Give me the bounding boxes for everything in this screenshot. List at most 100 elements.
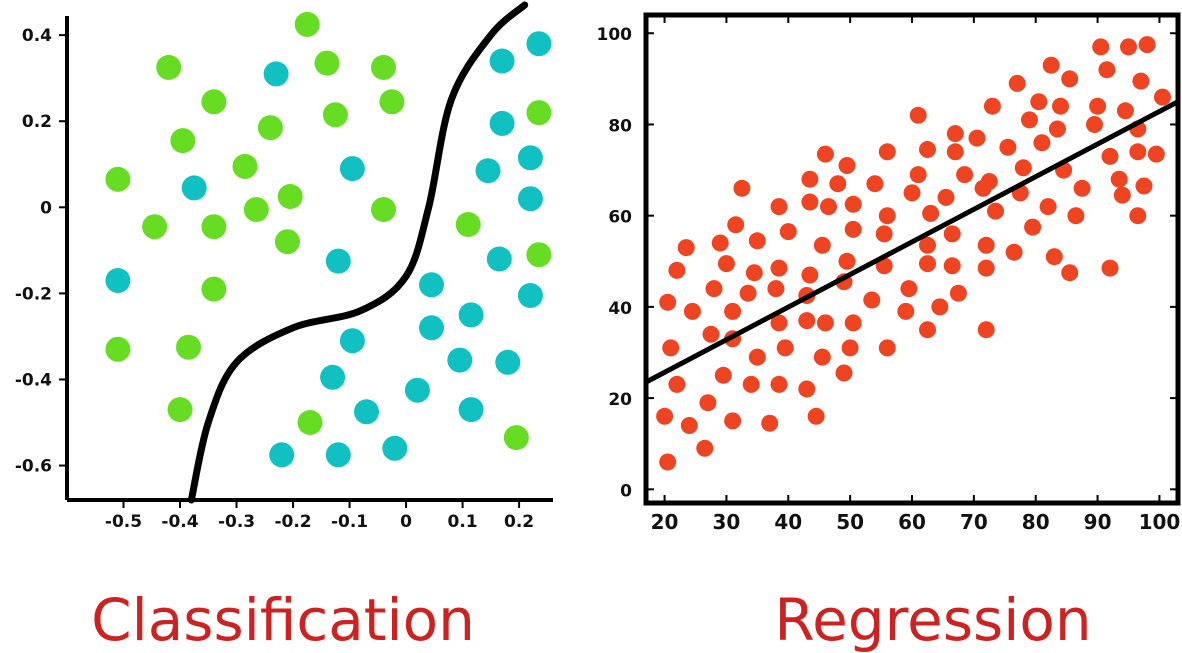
data-point — [878, 339, 896, 357]
data-point — [1061, 264, 1079, 282]
class-a-point — [277, 184, 303, 209]
data-point — [813, 236, 831, 254]
data-point — [968, 129, 986, 147]
data-point — [1086, 116, 1103, 133]
data-point — [696, 439, 714, 457]
data-point — [733, 179, 751, 197]
x-tick-label: 20 — [651, 510, 679, 534]
data-point — [668, 261, 686, 279]
data-point — [983, 97, 1001, 115]
class-b-point — [325, 248, 351, 274]
data-point — [919, 321, 936, 339]
data-point — [711, 234, 729, 252]
classification-points — [105, 11, 552, 468]
data-point — [878, 207, 896, 225]
data-point — [841, 339, 859, 357]
data-point — [745, 264, 763, 282]
data-point — [779, 223, 797, 241]
data-point — [1101, 259, 1119, 277]
data-point — [829, 175, 847, 193]
y-axis-ticks: 0.4 0.2 0 -0.2 -0.4 -0.6 — [15, 26, 67, 477]
data-point — [1132, 72, 1150, 90]
data-point — [683, 302, 701, 320]
data-point — [1129, 143, 1147, 161]
data-point — [816, 314, 834, 332]
class-b-point — [495, 349, 521, 375]
data-point — [1147, 145, 1165, 163]
data-point — [946, 143, 964, 161]
data-point — [748, 348, 766, 366]
data-point — [1045, 248, 1063, 266]
data-point — [699, 394, 717, 412]
class-b-point — [419, 315, 444, 341]
class-b-point — [526, 31, 552, 57]
data-point — [677, 239, 695, 257]
data-point — [662, 339, 680, 357]
data-point — [724, 302, 742, 320]
data-point — [844, 195, 862, 213]
data-point — [1005, 243, 1023, 261]
data-point — [931, 298, 949, 316]
class-a-point — [201, 214, 227, 240]
data-point — [835, 364, 853, 382]
class-b-point — [475, 158, 501, 184]
class-b-point — [382, 435, 408, 461]
class-b-point — [320, 364, 346, 390]
data-point — [761, 414, 779, 432]
data-point — [1030, 93, 1048, 111]
data-point — [776, 339, 794, 357]
data-point — [656, 407, 674, 425]
class-a-point — [371, 197, 396, 222]
data-point — [770, 198, 788, 216]
data-point — [748, 232, 766, 250]
class-b-point — [447, 347, 473, 373]
data-point — [987, 202, 1004, 220]
data-point — [838, 252, 856, 270]
class-b-point — [517, 145, 543, 171]
class-b-point — [458, 397, 484, 423]
data-point — [1092, 38, 1110, 56]
chart-title: Regression — [774, 586, 1091, 653]
y-tick-label: 20 — [608, 390, 632, 410]
data-point — [705, 280, 723, 298]
class-b-point — [339, 156, 365, 182]
class-a-point — [170, 128, 196, 154]
class-a-point — [232, 153, 258, 179]
x-tick-label: -0.5 — [105, 512, 142, 532]
data-point — [1135, 177, 1153, 195]
x-tick-label: 50 — [836, 510, 864, 534]
class-b-point — [269, 442, 295, 468]
data-point — [801, 193, 819, 211]
data-point — [820, 198, 837, 216]
data-point — [714, 366, 732, 384]
y-tick-label: 60 — [608, 208, 632, 228]
y-tick-label: -0.4 — [15, 370, 52, 390]
class-b-point — [105, 268, 131, 293]
data-point — [897, 302, 915, 320]
data-point — [909, 106, 927, 124]
data-point — [813, 348, 831, 366]
data-point — [878, 143, 896, 161]
data-point — [1067, 207, 1085, 225]
data-point — [717, 255, 735, 273]
data-point — [922, 204, 940, 222]
data-point — [909, 166, 927, 184]
class-b-point — [517, 186, 543, 212]
y-tick-label: 0.4 — [22, 26, 52, 46]
data-point — [798, 312, 816, 330]
data-point — [727, 216, 745, 234]
class-a-point — [176, 334, 201, 360]
data-point — [1154, 88, 1171, 106]
data-point — [1073, 179, 1091, 197]
data-point — [801, 266, 819, 284]
class-a-point — [156, 54, 182, 80]
data-point — [659, 453, 677, 471]
class-a-point — [167, 397, 193, 423]
data-point — [875, 225, 893, 243]
data-point — [770, 259, 788, 277]
data-point — [770, 314, 788, 332]
class-a-point — [105, 166, 131, 192]
data-point — [816, 145, 834, 163]
data-point — [919, 141, 936, 158]
